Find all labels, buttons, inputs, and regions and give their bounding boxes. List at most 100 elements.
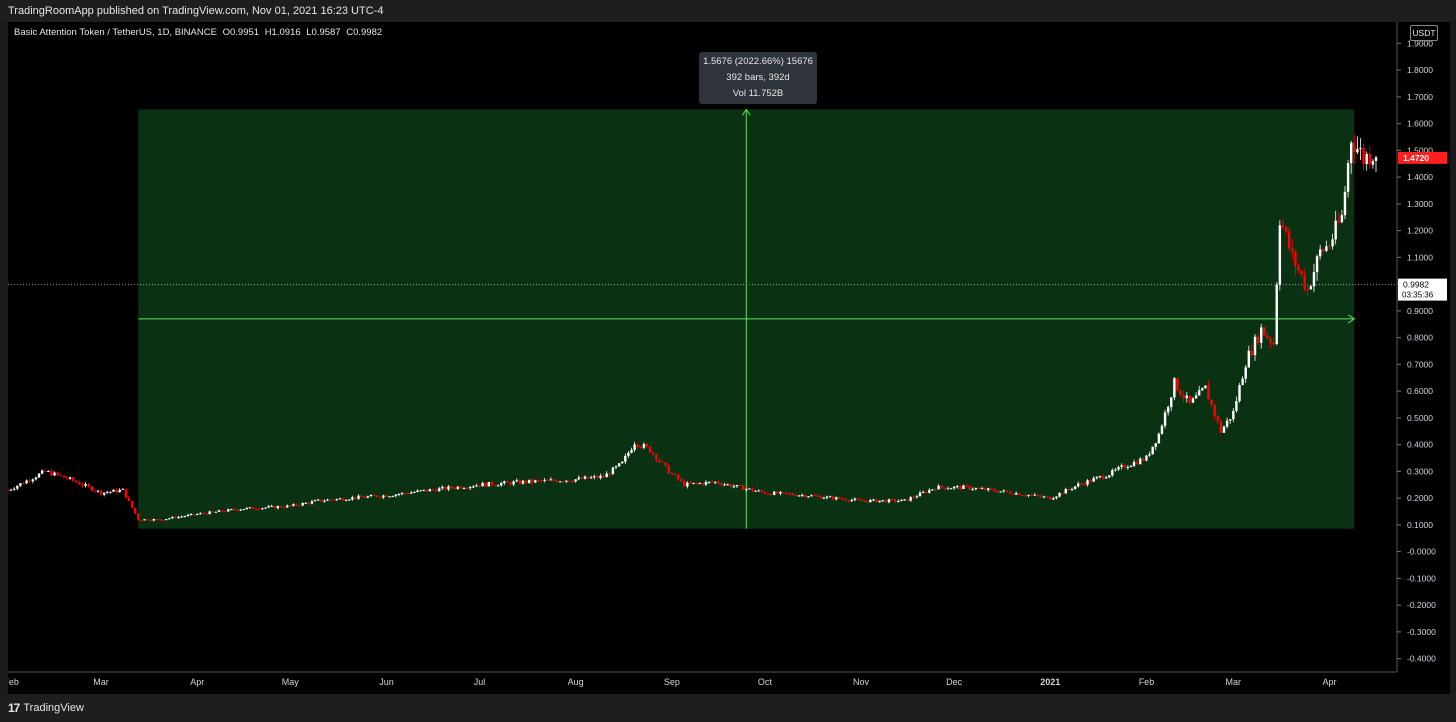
- candle: [1027, 494, 1030, 498]
- candle: [825, 495, 829, 500]
- candle: [71, 476, 75, 483]
- candle: [999, 491, 1002, 493]
- candle: [1232, 408, 1235, 423]
- candle: [115, 488, 118, 494]
- candle: [112, 489, 115, 492]
- candle: [1176, 377, 1179, 392]
- candle: [298, 504, 301, 507]
- candle: [537, 479, 540, 483]
- candle: [500, 481, 503, 487]
- candle: [357, 494, 360, 501]
- measure-volume: Vol 11.752B: [732, 88, 784, 99]
- candle: [915, 494, 919, 499]
- candle: [580, 476, 584, 480]
- candle: [1365, 151, 1368, 171]
- candle: [1166, 405, 1170, 416]
- chart-area[interactable]: 1.9000 1.8000 1.7000 1.6000 1.5000 1.4000 1.30…: [8, 22, 1450, 694]
- candle: [1322, 248, 1325, 254]
- candle: [109, 491, 112, 494]
- candle: [906, 499, 909, 502]
- y-tick-label: 1.8000: [1407, 65, 1433, 75]
- candle: [25, 479, 28, 484]
- candle: [977, 486, 981, 489]
- tradingview-logo[interactable]: 17 TradingView: [8, 701, 84, 715]
- candle: [1092, 476, 1095, 482]
- candle: [205, 513, 208, 515]
- candle: [552, 478, 556, 482]
- candle: [794, 493, 798, 497]
- candle: [130, 500, 134, 509]
- candle: [295, 503, 298, 507]
- candle: [81, 482, 84, 488]
- candle: [1294, 249, 1297, 276]
- candle: [1064, 487, 1067, 494]
- candle: [444, 486, 447, 491]
- candle: [925, 490, 928, 494]
- candle: [220, 510, 224, 513]
- candle: [1359, 138, 1362, 161]
- candle: [68, 476, 72, 480]
- candle: [980, 486, 984, 490]
- crosshair-price-label: 0.9982: [1403, 280, 1429, 290]
- candle: [1049, 496, 1052, 500]
- candle: [596, 474, 599, 480]
- x-tick-label: Mar: [93, 677, 109, 687]
- candle: [518, 478, 522, 485]
- time-axis[interactable]: [8, 672, 1450, 694]
- candle: [676, 473, 680, 482]
- candle: [890, 498, 894, 501]
- candle: [270, 504, 273, 507]
- candle: [146, 518, 149, 521]
- candle: [1042, 495, 1046, 499]
- currency-unit-button[interactable]: USDT: [1410, 25, 1438, 41]
- candle: [828, 495, 832, 498]
- candle: [1148, 451, 1151, 457]
- candle: [124, 488, 128, 499]
- candle: [363, 495, 366, 498]
- candle: [946, 486, 950, 490]
- candle: [1157, 432, 1161, 444]
- candle: [621, 461, 624, 464]
- candle: [437, 486, 441, 492]
- candle: [1179, 389, 1182, 397]
- candle: [133, 507, 137, 515]
- candle: [869, 498, 872, 503]
- candle: [192, 513, 196, 516]
- x-tick-label: Aug: [568, 677, 584, 687]
- candle: [441, 485, 444, 491]
- candle: [589, 475, 593, 479]
- price-chart[interactable]: 1.9000 1.8000 1.7000 1.6000 1.5000 1.4000 1.30…: [8, 22, 1450, 694]
- candle: [959, 485, 962, 491]
- candle: [1312, 264, 1316, 293]
- candle: [1080, 482, 1083, 486]
- candle: [1126, 465, 1130, 470]
- y-tick-label: 0.7000: [1407, 359, 1433, 369]
- candle: [816, 494, 819, 498]
- candle: [422, 489, 425, 492]
- candle: [850, 498, 853, 503]
- candle: [900, 499, 903, 502]
- price-axis[interactable]: [1397, 22, 1450, 694]
- candle: [1154, 443, 1157, 450]
- y-tick-label: -0.3000: [1407, 627, 1436, 637]
- candle: [1353, 135, 1356, 165]
- candle: [503, 480, 506, 486]
- candle: [1238, 382, 1241, 403]
- candle: [28, 478, 31, 484]
- symbol-name[interactable]: Basic Attention Token / TetherUS, 1D, BI…: [14, 27, 217, 38]
- candle: [807, 496, 810, 498]
- candle: [760, 489, 763, 493]
- candle: [1104, 475, 1108, 479]
- x-tick-label: Jul: [474, 677, 486, 687]
- candle: [574, 479, 577, 483]
- candle: [745, 488, 748, 492]
- candle: [971, 487, 974, 491]
- candle: [990, 487, 993, 491]
- candle: [431, 488, 435, 491]
- publisher-bar: TradingRoomApp published on TradingView.…: [0, 0, 1456, 22]
- candle: [379, 496, 382, 499]
- candle: [400, 492, 404, 496]
- candle: [822, 496, 826, 499]
- candle: [968, 485, 971, 491]
- candle: [242, 509, 245, 511]
